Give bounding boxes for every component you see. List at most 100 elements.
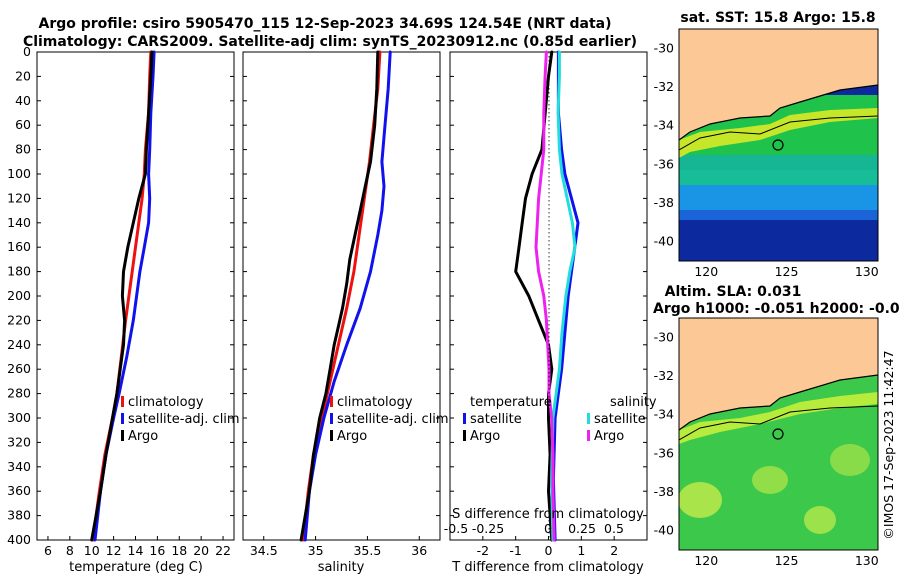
s-tick-2: -0.25 — [472, 521, 504, 536]
legend-argo: Argo — [128, 429, 158, 444]
s-tick-5: 0.5 — [604, 521, 624, 536]
map-ytick-label: -38 — [654, 195, 674, 210]
salinity-series-argo — [299, 50, 380, 542]
sst-map-title: sat. SST: 15.8 Argo: 15.8 — [680, 10, 875, 26]
temperature-xtick-label: 22 — [215, 543, 231, 558]
sla-high-patch — [830, 444, 870, 476]
temperature-xtick-label: 16 — [149, 543, 165, 558]
s-tick-4: 0.25 — [568, 521, 596, 536]
legend-s-satellite: satellite — [594, 412, 646, 427]
sla-high-patch — [679, 482, 722, 518]
legend-swatch-argo — [121, 430, 124, 441]
sla-high-patch — [804, 506, 836, 534]
sst-warm-coastal-water — [679, 108, 878, 158]
salinity-xtick-label: 36 — [411, 543, 427, 558]
sla-coastal-band — [679, 392, 878, 444]
differences-xtick-label: -2 — [477, 543, 489, 558]
depth-tick-label: 280 — [7, 386, 31, 401]
legend-swatch-t-satellite — [463, 413, 466, 424]
depth-tick-label: 80 — [15, 142, 31, 157]
legend-satellite-adj: satellite-adj. clim — [337, 412, 449, 427]
map-xtick-label: 125 — [775, 264, 799, 279]
sst-map-frame — [678, 28, 879, 262]
depth-tick-label: 60 — [15, 117, 31, 132]
depth-tick-label: 380 — [7, 508, 31, 523]
depth-tick-label: 180 — [7, 264, 31, 279]
s-tick-1: -0.5 — [444, 521, 468, 536]
legend-swatch-argo — [330, 430, 333, 441]
map-ytick-label: -30 — [654, 329, 674, 344]
profile-lines — [90, 50, 580, 542]
legend-t-argo: Argo — [470, 429, 500, 444]
legend-satellite-adj: satellite-adj. clim — [128, 412, 240, 427]
salinity-legend: climatology satellite-adj. clim Argo — [330, 395, 449, 444]
differences-xtick-label: 0 — [545, 543, 553, 558]
sst-land — [679, 29, 878, 140]
map-ytick-label: -34 — [654, 407, 674, 422]
sla-isobath — [679, 405, 878, 441]
depth-tick-label: 300 — [7, 410, 31, 425]
differences-xtick-label: 1 — [577, 543, 585, 558]
legend-climatology: climatology — [128, 395, 204, 410]
copyright-footer: ©IMOS 17-Sep-2023 11:42:47 — [881, 350, 896, 539]
legend-swatch-s-argo — [587, 430, 590, 441]
differences-series-s-satellite — [550, 50, 577, 542]
salinity-series-satellite-adj-clim — [303, 50, 392, 542]
map-ytick-label: -40 — [654, 234, 674, 249]
map-ytick-label: -32 — [654, 368, 674, 383]
legend-temperature-title: temperature — [470, 395, 552, 410]
difference-xlabel: T difference from climatology — [451, 560, 644, 575]
depth-tick-label: 100 — [7, 166, 31, 181]
sla-coastline — [679, 374, 878, 431]
salinity-xtick-label: 35 — [308, 543, 324, 558]
depth-tick-label: 260 — [7, 361, 31, 376]
legend-swatch-t-argo — [463, 430, 466, 441]
legend-t-satellite: satellite — [470, 412, 522, 427]
difference-legend: temperature salinity satellite Argo sate… — [463, 395, 657, 444]
map-ticks: 120 125 130 -30 -32 -34 -36 -38 -40 120 125 130 -30 -… — [654, 40, 879, 568]
depth-tick-label: 140 — [7, 215, 31, 230]
temperature-xtick-label: 20 — [193, 543, 209, 558]
map-xtick-label: 120 — [694, 264, 718, 279]
sst-isobath — [679, 115, 878, 151]
temperature-xtick-label: 6 — [44, 543, 52, 558]
sst-coastline — [679, 84, 878, 141]
differences-xtick-label: 2 — [610, 543, 618, 558]
map-ytick-label: -34 — [654, 118, 674, 133]
sla-map-frame — [678, 317, 879, 551]
map-xtick-label: 125 — [775, 553, 799, 568]
depth-tick-label: 20 — [15, 68, 31, 83]
sla-high-patch — [752, 466, 788, 494]
legend-salinity-title: salinity — [610, 395, 657, 410]
depth-tick-label: 400 — [7, 532, 31, 547]
legend-swatch-satellite — [121, 413, 124, 424]
legend-swatch-satellite — [330, 413, 333, 424]
depth-tick-label: 120 — [7, 190, 31, 205]
depth-tick-label: 0 — [23, 44, 31, 59]
temperature-xtick-label: 14 — [128, 543, 144, 558]
differences-series-s-argo — [534, 50, 556, 542]
legend-swatch-climatology — [330, 396, 333, 407]
figure-title-line2: Climatology: CARS2009. Satellite-adj cli… — [23, 34, 637, 50]
sla-argo-marker — [772, 428, 784, 440]
temperature-xtick-label: 8 — [66, 543, 74, 558]
temperature-legend: climatology satellite-adj. clim Argo — [121, 395, 240, 444]
figure-title-line1: Argo profile: csiro 5905470_115 12-Sep-2… — [39, 16, 612, 32]
map-ytick-label: -30 — [654, 40, 674, 55]
salinity-xtick-label: 35.5 — [353, 543, 381, 558]
map-xtick-label: 130 — [855, 553, 879, 568]
depth-tick-label: 200 — [7, 288, 31, 303]
map-xtick-label: 130 — [855, 264, 879, 279]
map-ytick-label: -40 — [654, 523, 674, 538]
temperature-xlabel: temperature (deg C) — [69, 560, 203, 575]
sla-map-subtitle: Argo h1000: -0.051 h2000: -0.071 — [653, 301, 900, 317]
differences-xtick-label: -1 — [509, 543, 521, 558]
depth-tick-label: 220 — [7, 312, 31, 327]
legend-climatology: climatology — [337, 395, 413, 410]
depth-tick-label: 40 — [15, 93, 31, 108]
temperature-series-argo — [90, 50, 154, 542]
legend-s-argo: Argo — [594, 429, 624, 444]
legend-argo: Argo — [337, 429, 367, 444]
temperature-xtick-label: 12 — [106, 543, 122, 558]
temperature-xtick-label: 18 — [171, 543, 187, 558]
